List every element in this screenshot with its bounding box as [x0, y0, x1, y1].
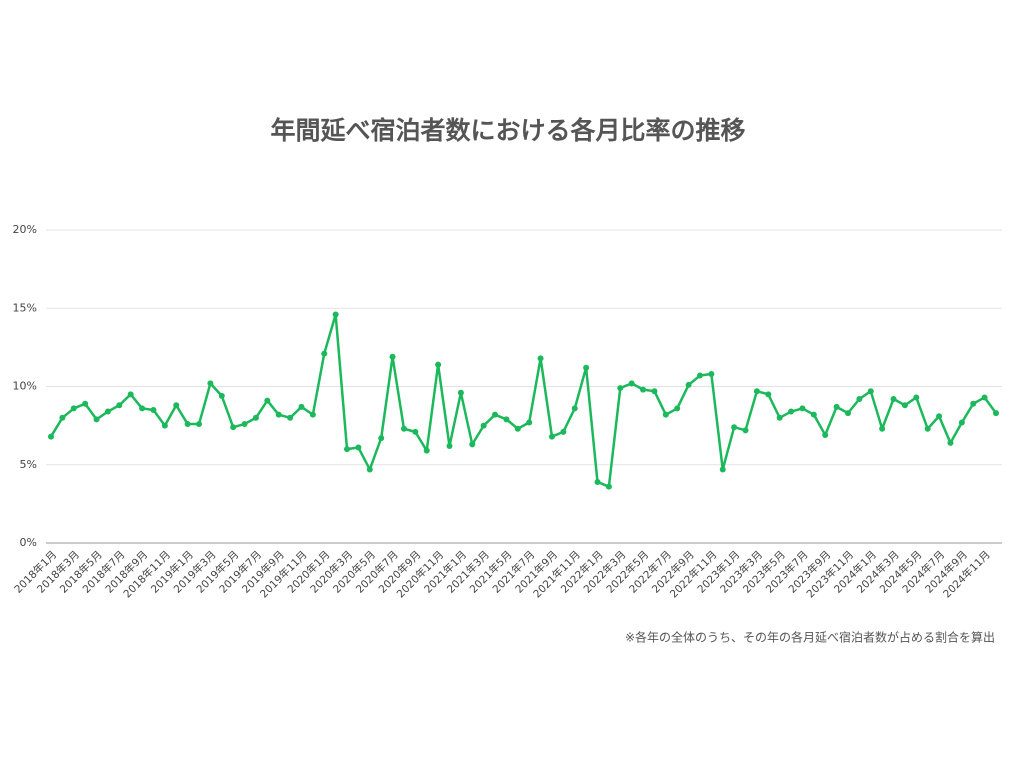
data-point [389, 353, 396, 360]
data-point [844, 410, 851, 417]
data-point [469, 441, 476, 448]
data-point [993, 410, 999, 417]
y-tick-label: 15% [13, 301, 37, 314]
data-point [958, 419, 965, 426]
data-point [696, 372, 703, 379]
data-point [901, 402, 908, 409]
data-point [275, 411, 282, 418]
data-point [241, 421, 248, 428]
data-point [799, 405, 806, 412]
data-point [309, 411, 316, 418]
data-point [264, 397, 271, 404]
data-point [970, 400, 977, 407]
y-tick-label: 10% [13, 380, 37, 393]
data-point [879, 425, 886, 432]
chart-note: ※各年の全体のうち、その年の各月延べ宿泊者数が占める割合を算出 [625, 630, 995, 645]
data-point [810, 411, 817, 418]
data-point [230, 424, 237, 431]
data-point [207, 380, 214, 387]
data-point [548, 433, 555, 440]
data-point [788, 408, 795, 415]
y-tick-label: 0% [20, 536, 37, 549]
data-point [936, 413, 943, 420]
data-point [765, 391, 772, 398]
data-point [492, 411, 499, 418]
data-point [560, 428, 567, 435]
data-point [583, 364, 590, 371]
data-point [127, 391, 134, 398]
data-point [571, 405, 578, 412]
data-point [628, 380, 635, 387]
data-point [355, 444, 362, 451]
data-point [82, 400, 89, 407]
data-point [344, 446, 351, 453]
data-point [457, 389, 464, 396]
data-point [400, 425, 407, 432]
data-point [947, 439, 954, 446]
chart-title: 年間延べ宿泊者数における各月比率の推移 [270, 116, 745, 145]
data-point [913, 394, 920, 401]
data-point [150, 406, 157, 413]
data-point [708, 370, 715, 377]
data-point [867, 388, 874, 395]
data-point [924, 425, 931, 432]
data-point [104, 408, 111, 415]
data-point [93, 416, 100, 423]
data-point [617, 385, 624, 392]
data-point [537, 355, 544, 362]
y-tick-label: 5% [20, 458, 37, 471]
data-point [139, 405, 146, 412]
data-point [833, 403, 840, 410]
data-point [252, 414, 259, 421]
data-point [435, 361, 442, 368]
data-point [662, 411, 669, 418]
data-point [161, 422, 168, 429]
data-point [685, 381, 692, 388]
data-point [674, 405, 681, 412]
data-point [59, 414, 66, 421]
data-point [503, 416, 510, 423]
data-point [196, 421, 203, 428]
data-point [70, 405, 77, 412]
data-point [981, 394, 988, 401]
data-point [856, 396, 863, 403]
data-point [776, 414, 783, 421]
data-point [594, 478, 601, 485]
data-point [218, 392, 225, 399]
data-point [321, 350, 328, 357]
data-point [423, 447, 430, 454]
data-point [48, 433, 54, 440]
data-point [514, 425, 521, 432]
data-point [480, 422, 487, 429]
data-point [731, 424, 738, 431]
data-point [526, 419, 533, 426]
data-point [742, 427, 749, 434]
data-point [412, 428, 419, 435]
series-line [49, 313, 998, 488]
data-point [184, 421, 191, 428]
data-point [332, 311, 339, 318]
data-point [890, 396, 897, 403]
data-point [651, 388, 658, 395]
data-point [605, 483, 612, 490]
data-point [446, 442, 453, 449]
data-point [173, 402, 180, 409]
y-tick-label: 20% [13, 223, 37, 236]
data-point [719, 466, 726, 473]
data-point [640, 386, 647, 393]
data-point [378, 435, 385, 442]
data-point [366, 466, 373, 473]
data-point [822, 432, 829, 439]
data-point [753, 388, 760, 395]
data-point [116, 402, 123, 409]
data-point [287, 414, 294, 421]
data-point [298, 403, 305, 410]
